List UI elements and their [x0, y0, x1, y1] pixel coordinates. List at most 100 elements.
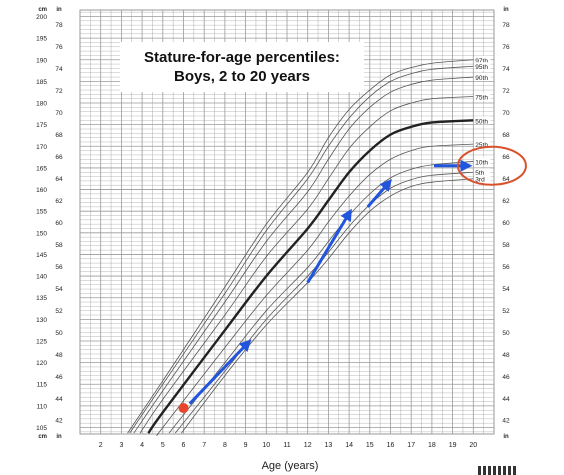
y-in-tick-label-right: 50 — [502, 330, 510, 337]
y-cm-tick-label: 185 — [36, 79, 47, 86]
series-label-25th: 25th — [475, 142, 488, 149]
x-tick-label: 17 — [407, 442, 415, 449]
y-cm-tick-label: 130 — [36, 317, 47, 324]
series-label-5th: 5th — [475, 170, 484, 177]
y-cm-tick-label: 125 — [36, 338, 47, 345]
y-in-tick-label-left: 68 — [55, 132, 63, 139]
series-label-bg — [474, 140, 491, 149]
y-in-tick-label-left: 56 — [55, 264, 63, 271]
y-in-tick-label-right: 56 — [502, 264, 510, 271]
annotations — [178, 145, 527, 414]
y-in-tick-label-left: 58 — [55, 242, 63, 249]
y-cm-tick-label: 115 — [37, 382, 48, 389]
y-cm-tick-label: 200 — [36, 14, 47, 21]
x-tick-label: 18 — [428, 442, 436, 449]
y-cm-tick-label: 140 — [36, 274, 47, 281]
y-cm-tick-label: 105 — [36, 425, 47, 432]
y-cm-tick-label: 170 — [36, 144, 47, 151]
x-tick-label: 15 — [366, 442, 374, 449]
y-in-tick-label-left: 42 — [55, 418, 63, 425]
y-cm-tick-label: 160 — [36, 187, 47, 194]
x-tick-label: 12 — [304, 442, 312, 449]
y-in-tick-label-right: 60 — [502, 220, 510, 227]
series-label-bg — [474, 157, 491, 166]
y-in-tick-label-left: 70 — [55, 110, 63, 117]
y-in-tick-label-right: 54 — [502, 286, 510, 293]
y-in-tick-label-left: 60 — [55, 220, 63, 227]
x-tick-label: 10 — [262, 442, 270, 449]
x-tick-label: 4 — [140, 442, 144, 449]
x-tick-label: 6 — [182, 442, 186, 449]
chart-subtitle: Boys, 2 to 20 years — [174, 68, 310, 85]
series-label-3rd: 3rd — [475, 177, 485, 184]
y-in-tick-label-left: 54 — [55, 286, 63, 293]
y-in-tick-label-right: 76 — [502, 44, 510, 51]
y-in-tick-label-left: 66 — [55, 154, 63, 161]
y-in-tick-label-right: 78 — [502, 22, 510, 29]
y-in-tick-label-left: 52 — [55, 308, 63, 315]
in-unit-label-top-left: in — [56, 7, 62, 13]
in-unit-label-bottom-left: in — [56, 434, 62, 440]
highlight-circle — [456, 145, 527, 186]
x-tick-label: 2 — [99, 442, 103, 449]
series-label-bg — [474, 174, 491, 183]
y-cm-tick-label: 150 — [36, 230, 47, 237]
y-cm-tick-label: 145 — [36, 252, 47, 259]
y-in-tick-label-right: 44 — [502, 396, 510, 403]
y-in-tick-label-right: 66 — [502, 154, 510, 161]
x-tick-label: 11 — [283, 442, 290, 449]
series-label-75th: 75th — [475, 95, 488, 102]
y-in-tick-label-left: 78 — [55, 22, 63, 29]
series-label-bg — [474, 168, 491, 177]
x-tick-label: 7 — [202, 442, 206, 449]
growth-arrow — [306, 208, 352, 284]
x-tick-label: 9 — [244, 442, 248, 449]
y-cm-tick-label: 195 — [36, 36, 47, 43]
series-label-bg — [474, 116, 491, 125]
y-cm-tick-label: 180 — [36, 101, 47, 108]
series-line-50th — [147, 119, 474, 434]
y-in-tick-label-right: 64 — [502, 176, 510, 183]
y-in-tick-label-left: 72 — [55, 88, 63, 95]
growth-arrow — [366, 178, 392, 208]
y-in-tick-label-left: 50 — [55, 330, 63, 337]
y-in-tick-label-right: 62 — [502, 198, 510, 205]
series-label-10th: 10th — [475, 159, 488, 166]
y-cm-tick-label: 135 — [36, 295, 47, 302]
x-tick-label: 5 — [161, 442, 165, 449]
in-unit-label-bottom-right: in — [503, 434, 509, 440]
y-in-tick-label-left: 64 — [55, 176, 63, 183]
y-in-tick-label-right: 68 — [502, 132, 510, 139]
x-tick-label: 3 — [119, 442, 123, 449]
cm-unit-label-bottom: cm — [38, 434, 47, 440]
growth-arrow — [188, 339, 252, 405]
series-line-95th — [129, 65, 474, 434]
y-in-tick-label-right: 74 — [502, 66, 510, 73]
cm-unit-label-top: cm — [38, 7, 47, 13]
x-tick-label: 8 — [223, 442, 227, 449]
x-tick-label: 13 — [325, 442, 333, 449]
series-label-bg — [474, 55, 491, 64]
y-in-tick-label-right: 42 — [502, 418, 510, 425]
data-point-marker — [178, 403, 189, 414]
series-line-25th — [156, 143, 474, 436]
y-in-tick-label-left: 48 — [55, 352, 63, 359]
y-cm-tick-label: 175 — [36, 122, 47, 129]
y-in-tick-label-left: 62 — [55, 198, 63, 205]
y-in-tick-label-right: 70 — [502, 110, 510, 117]
y-cm-tick-label: 120 — [36, 360, 47, 367]
chart-title-box: Stature-for-age percentiles: Boys, 2 to … — [120, 42, 364, 92]
y-in-tick-label-left: 76 — [55, 44, 63, 51]
series-label-97th: 97th — [475, 58, 488, 65]
logo — [478, 466, 518, 475]
y-in-tick-label-right: 48 — [502, 352, 510, 359]
in-unit-label-top-right: in — [503, 7, 509, 13]
y-in-tick-label-left: 74 — [55, 66, 63, 73]
axes: 2 3 4 5 6 7 8 9 10 11 12 13 14 15 16 17 18 19 201051101151… — [36, 7, 510, 449]
x-tick-label: 14 — [345, 442, 353, 449]
y-cm-tick-label: 155 — [36, 209, 47, 216]
y-in-tick-label-right: 58 — [502, 242, 510, 249]
x-tick-label: 20 — [469, 442, 477, 449]
series-label-95th: 95th — [475, 64, 488, 71]
